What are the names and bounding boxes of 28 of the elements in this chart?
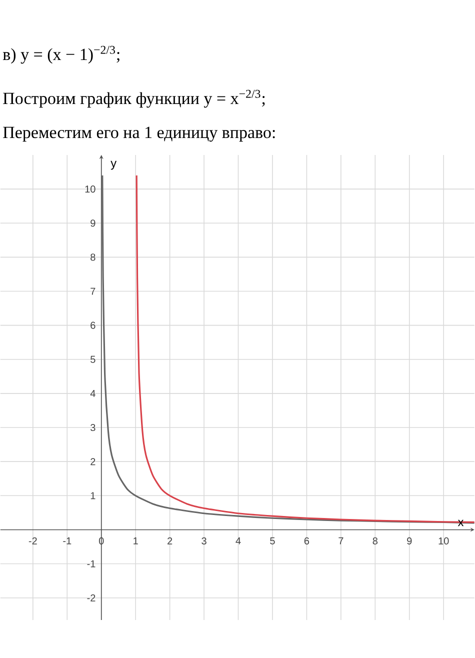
chart-title: в) y = (x − 1)$^{−2/3}$;: [3, 46, 120, 64]
y-tick-label: -1: [87, 560, 96, 568]
x-tick-label: 8: [372, 537, 378, 544]
y-tick-label: -2: [87, 594, 96, 602]
y-tick-label: 3: [90, 424, 96, 432]
x-tick-label: 2: [168, 537, 172, 544]
x-tick-label: -1: [63, 537, 72, 544]
x-tick-label: -2: [29, 537, 37, 544]
y-tick-label: 5: [90, 356, 96, 363]
y-tick-label: 6: [90, 322, 96, 329]
y-axis-title: y: [110, 160, 117, 170]
y-tick-label: 4: [90, 390, 96, 397]
x-tick-label: 5: [270, 537, 275, 544]
y-tick-label: 10: [85, 186, 96, 193]
x-tick-label: 10: [438, 537, 449, 544]
x-tick-label: 3: [202, 537, 206, 544]
x-tick-label: 6: [304, 537, 310, 544]
y-tick-label: 1: [90, 492, 96, 500]
y-tick-label: 7: [90, 288, 96, 295]
y-tick-label: 9: [90, 220, 96, 227]
x-tick-label: 1: [134, 537, 138, 544]
x-tick-label: 7: [338, 537, 344, 544]
y-tick-label: 2: [90, 458, 96, 466]
x-tick-label: 9: [407, 537, 412, 544]
chart-subtitle: Построим график функции y = x$^{−2/3}$;: [3, 90, 265, 108]
x-tick-label: 4: [236, 537, 241, 544]
text: Переместим его на 1 единицу вправо:: [3, 126, 275, 142]
y-tick-label: 8: [90, 254, 96, 261]
